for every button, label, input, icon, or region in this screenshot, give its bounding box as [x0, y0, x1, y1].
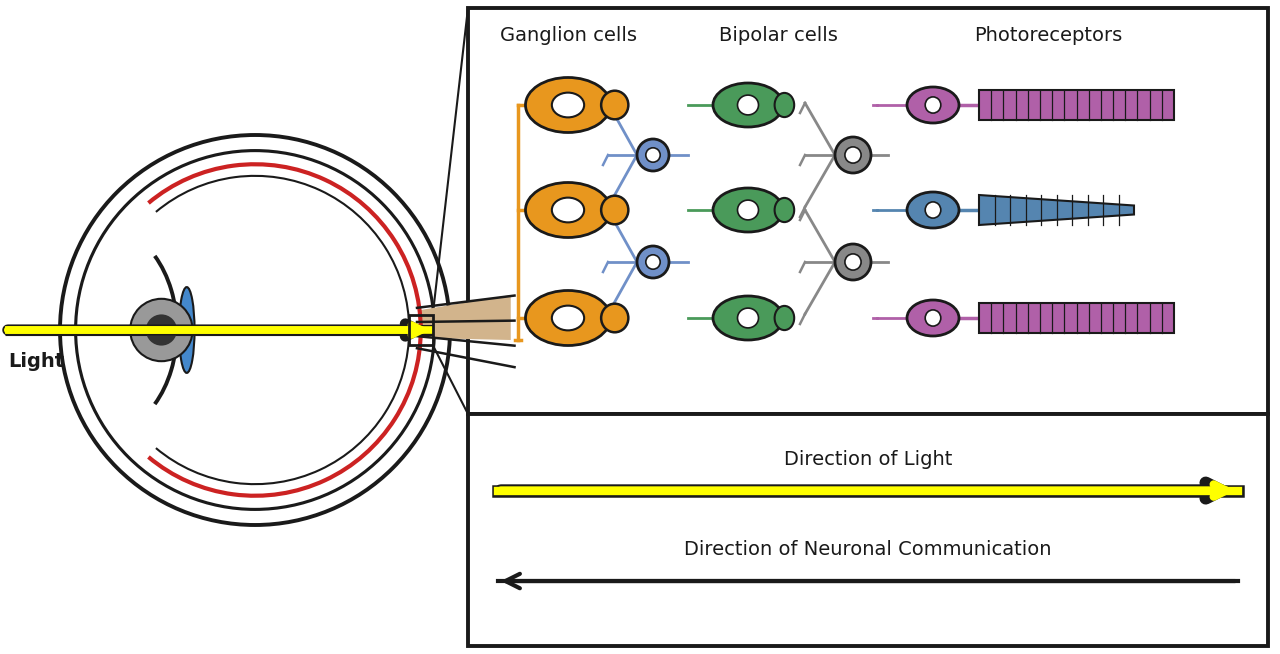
Ellipse shape: [602, 91, 628, 119]
Circle shape: [835, 137, 870, 173]
Ellipse shape: [908, 192, 959, 228]
Ellipse shape: [925, 310, 941, 326]
Ellipse shape: [552, 93, 584, 117]
Ellipse shape: [552, 305, 584, 330]
Circle shape: [845, 254, 861, 270]
Polygon shape: [421, 295, 511, 340]
Bar: [468, 8, 1268, 414]
Bar: [979, 303, 1174, 333]
Ellipse shape: [908, 87, 959, 123]
Bar: [408, 315, 433, 345]
Ellipse shape: [713, 83, 783, 127]
Bar: [468, 414, 1268, 646]
Ellipse shape: [602, 303, 628, 332]
Text: Direction of Light: Direction of Light: [783, 449, 952, 468]
Ellipse shape: [713, 188, 783, 232]
Ellipse shape: [925, 202, 941, 218]
Text: Light: Light: [8, 352, 64, 371]
Ellipse shape: [774, 306, 794, 330]
Circle shape: [646, 255, 660, 269]
Circle shape: [131, 299, 192, 361]
Ellipse shape: [713, 296, 783, 340]
Text: Ganglion cells: Ganglion cells: [499, 26, 636, 45]
Circle shape: [637, 139, 669, 171]
Circle shape: [78, 152, 433, 508]
Ellipse shape: [737, 308, 759, 328]
Ellipse shape: [908, 300, 959, 336]
Text: Bipolar cells: Bipolar cells: [718, 26, 837, 45]
Text: Direction of Neuronal Communication: Direction of Neuronal Communication: [685, 540, 1052, 559]
Ellipse shape: [552, 198, 584, 222]
Ellipse shape: [774, 93, 794, 117]
Circle shape: [835, 244, 870, 280]
Ellipse shape: [737, 200, 759, 220]
Ellipse shape: [602, 196, 628, 224]
Ellipse shape: [526, 290, 611, 345]
Bar: [979, 90, 1174, 120]
Circle shape: [637, 246, 669, 278]
Circle shape: [146, 315, 177, 345]
Ellipse shape: [925, 97, 941, 113]
Ellipse shape: [526, 78, 611, 133]
Ellipse shape: [774, 198, 794, 222]
Ellipse shape: [179, 287, 195, 373]
Ellipse shape: [737, 95, 759, 115]
Circle shape: [646, 148, 660, 162]
Circle shape: [845, 147, 861, 163]
Text: Photoreceptors: Photoreceptors: [974, 26, 1123, 45]
Ellipse shape: [526, 182, 611, 237]
Polygon shape: [979, 195, 1134, 225]
